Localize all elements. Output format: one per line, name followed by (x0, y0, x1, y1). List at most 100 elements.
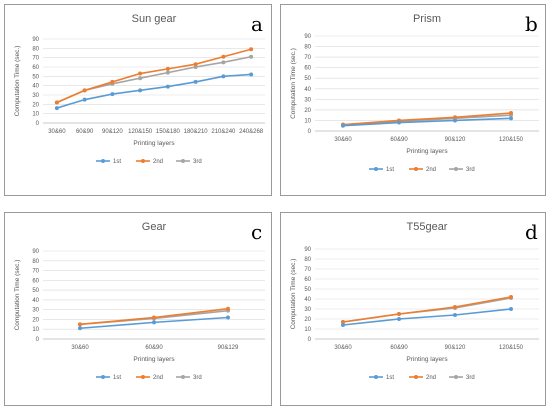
data-point-1st (509, 116, 513, 121)
data-point-2nd (221, 54, 226, 59)
y-tick-label: 10 (32, 112, 39, 118)
x-tick-label: 150&180 (156, 129, 181, 135)
data-point-1st (226, 315, 230, 320)
y-tick-label: 50 (304, 76, 311, 82)
y-tick-label: 80 (32, 259, 39, 265)
x-axis-label: Printing layers (133, 356, 175, 363)
data-point-3rd (165, 70, 170, 75)
chart-panel-t55gear: T55gear d 0 10 20 30 40 50 60 70 80 90 30&60 60&90 90&… (280, 212, 546, 406)
data-point-2nd (509, 295, 513, 299)
panel-letter: c (251, 220, 262, 244)
chart-svg-sun-gear: Sun gear a 0 10 20 30 40 50 60 70 80 90 30&60 60&90 90… (14, 12, 265, 165)
x-tick-label: 30&60 (48, 129, 66, 135)
data-point-1st (221, 74, 226, 79)
data-point-1st (165, 84, 170, 89)
data-point-1st (249, 72, 254, 77)
y-tick-label: 40 (32, 84, 39, 90)
legend-marker-2nd (414, 167, 418, 171)
y-tick-label: 60 (32, 65, 39, 71)
chart-panel-gear: Gear c 0 10 20 30 40 50 60 70 80 90 30&60 60&90 90&129… (4, 212, 272, 406)
x-tick-label: 60&90 (390, 345, 408, 351)
data-point-1st (397, 317, 401, 321)
data-point-2nd (54, 100, 59, 105)
y-tick-label: 80 (304, 45, 311, 51)
legend-label-3rd: 3rd (466, 167, 475, 173)
x-tick-label: 210&240 (211, 129, 236, 135)
legend-marker-3rd (454, 167, 458, 171)
data-point-2nd (509, 111, 513, 116)
y-tick-label: 20 (304, 317, 311, 323)
chart-panel-sun-gear: Sun gear a 0 10 20 30 40 50 60 70 80 90 30&60 60&90 90… (4, 4, 272, 196)
legend-label-2nd: 2nd (426, 167, 436, 173)
legend-label-2nd: 2nd (153, 375, 163, 381)
y-axis-label: Computation Time (sec.) (14, 46, 21, 117)
data-point-2nd (152, 315, 156, 320)
y-tick-label: 10 (304, 327, 311, 333)
y-tick-label: 60 (32, 278, 39, 284)
y-tick-label: 70 (304, 267, 311, 273)
data-point-2nd (249, 47, 254, 52)
y-tick-label: 20 (32, 102, 39, 108)
x-tick-label: 90&120 (445, 345, 466, 351)
legend-marker-3rd (181, 159, 185, 163)
data-point-1st (78, 326, 82, 331)
panel-letter: d (525, 220, 538, 244)
x-tick-label: 30&60 (71, 345, 89, 351)
x-tick-label: 60&90 (390, 137, 408, 143)
y-tick-label: 30 (304, 307, 311, 313)
y-tick-label: 10 (304, 118, 311, 124)
legend-label-1st: 1st (113, 159, 121, 165)
y-tick-label: 40 (32, 298, 39, 304)
data-point-1st (453, 313, 457, 317)
data-point-2nd (82, 88, 87, 93)
chart-svg-gear: Gear c 0 10 20 30 40 50 60 70 80 90 30&60 60&90 90&129… (14, 220, 265, 381)
y-tick-label: 50 (32, 288, 39, 294)
y-axis-label: Computation Time (sec.) (290, 259, 297, 330)
data-point-1st (138, 88, 143, 93)
series-line-2nd (342, 112, 512, 126)
data-point-1st (110, 92, 115, 97)
series-line-1st (342, 117, 512, 127)
data-point-1st (509, 307, 513, 311)
x-axis-label: Printing layers (133, 140, 175, 147)
data-point-2nd (453, 115, 457, 120)
y-tick-label: 90 (304, 247, 311, 253)
data-point-2nd (397, 312, 401, 316)
y-tick-label: 20 (32, 317, 39, 323)
legend-marker-2nd (141, 375, 145, 379)
x-tick-label: 90&129 (218, 345, 239, 351)
data-point-2nd (226, 306, 230, 311)
data-point-1st (152, 320, 156, 325)
legend-marker-1st (374, 167, 378, 171)
x-tick-label: 60&90 (145, 345, 163, 351)
y-tick-label: 90 (32, 37, 39, 43)
y-tick-label: 30 (32, 93, 39, 99)
legend-label-1st: 1st (386, 167, 394, 173)
legend-marker-3rd (181, 375, 185, 379)
x-tick-label: 30&60 (334, 137, 352, 143)
y-tick-label: 0 (308, 129, 312, 135)
data-point-3rd (221, 60, 226, 65)
data-point-2nd (453, 305, 457, 309)
y-tick-label: 10 (32, 327, 39, 333)
y-tick-label: 70 (304, 55, 311, 61)
chart-svg-prism: Prism b 0 10 20 30 40 50 60 70 80 90 30&60 60&90 90&12… (290, 12, 539, 173)
y-tick-label: 50 (304, 287, 311, 293)
x-tick-label: 30&60 (334, 345, 352, 351)
y-tick-label: 0 (36, 121, 40, 127)
y-tick-label: 80 (304, 257, 311, 263)
y-tick-label: 70 (32, 269, 39, 275)
data-point-2nd (78, 322, 82, 327)
chart-panel-prism: Prism b 0 10 20 30 40 50 60 70 80 90 30&60 60&90 90&12… (280, 4, 546, 196)
y-tick-label: 0 (308, 337, 312, 343)
series-line-2nd (342, 296, 512, 323)
data-point-1st (193, 79, 198, 84)
data-point-2nd (193, 62, 198, 67)
y-tick-label: 70 (32, 56, 39, 62)
x-tick-label: 120&150 (499, 137, 524, 143)
y-tick-label: 50 (32, 74, 39, 80)
legend-label-2nd: 2nd (153, 159, 163, 165)
legend-label-1st: 1st (386, 375, 394, 381)
x-tick-label: 240&268 (239, 129, 264, 135)
y-tick-label: 40 (304, 87, 311, 93)
